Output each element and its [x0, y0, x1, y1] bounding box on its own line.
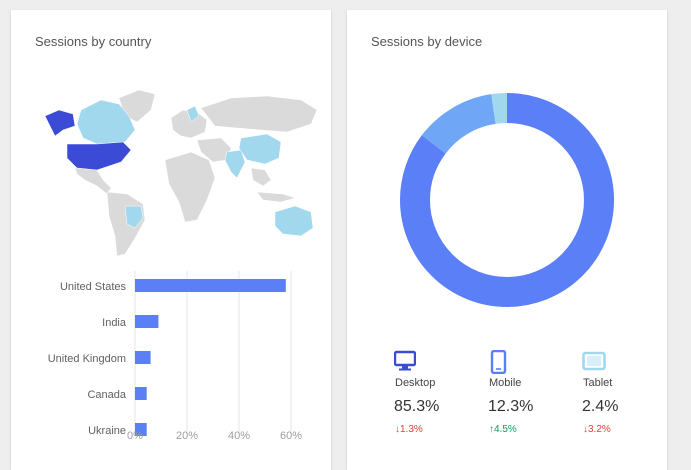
- card-title: Sessions by country: [35, 34, 152, 49]
- sessions-by-device-card: Sessions by device Desktop 85.3% ↓1.3% M…: [347, 10, 667, 470]
- map-region-brazil[interactable]: [124, 205, 144, 229]
- map-region-mexico[interactable]: [74, 167, 112, 195]
- map-region-india[interactable]: [224, 149, 246, 179]
- donut-slice-tablet[interactable]: [400, 93, 614, 307]
- map-region-canada[interactable]: [76, 99, 136, 145]
- device-donut-chart: [400, 93, 614, 307]
- change-value: 1.3%: [400, 424, 423, 435]
- map-region-alaska[interactable]: [44, 109, 76, 137]
- device-percent: 12.3%: [488, 398, 534, 415]
- device-percent: 85.3%: [394, 398, 440, 415]
- mobile-icon: [488, 349, 510, 379]
- bar-united-kingdom[interactable]: [135, 351, 151, 364]
- map-region-africa[interactable]: [164, 151, 216, 223]
- bar-canada[interactable]: [135, 387, 147, 400]
- bar-united-states[interactable]: [135, 279, 286, 292]
- device-change: ↑4.5%: [489, 424, 517, 435]
- x-tick-label: 60%: [280, 430, 302, 442]
- category-label: United States: [60, 281, 127, 293]
- device-name: Tablet: [583, 377, 613, 389]
- map-region-indonesia[interactable]: [256, 191, 296, 203]
- arrow-up-icon: ↑: [489, 424, 494, 435]
- arrow-down-icon: ↓: [583, 424, 588, 435]
- device-name: Mobile: [489, 377, 522, 389]
- map-region-south-america[interactable]: [106, 191, 146, 257]
- card-title: Sessions by device: [371, 34, 483, 49]
- device-percent: 2.4%: [582, 398, 619, 415]
- x-tick-label: 20%: [176, 430, 198, 442]
- device-change: ↓3.2%: [583, 424, 611, 435]
- country-bar-chart: United States India United Kingdom Canada Uk…: [48, 271, 302, 442]
- category-label: United Kingdom: [48, 353, 126, 365]
- category-label: Canada: [87, 389, 126, 401]
- map-region-scandinavia[interactable]: [186, 105, 200, 123]
- map-region-china[interactable]: [238, 133, 282, 165]
- device-name: Desktop: [395, 377, 436, 389]
- change-value: 3.2%: [588, 424, 611, 435]
- tablet-icon: [582, 350, 606, 377]
- bar-ukraine[interactable]: [135, 423, 147, 436]
- change-value: 4.5%: [494, 424, 517, 435]
- world-map[interactable]: [31, 80, 321, 260]
- device-change: ↓1.3%: [395, 424, 423, 435]
- category-label: Ukraine: [88, 425, 126, 437]
- category-label: India: [102, 317, 127, 329]
- map-region-russia[interactable]: [200, 95, 318, 133]
- x-tick-label: 40%: [228, 430, 250, 442]
- desktop-icon: [393, 350, 417, 377]
- bar-india[interactable]: [135, 315, 159, 328]
- x-tick-label: 0%: [127, 430, 143, 442]
- map-region-united-states[interactable]: [66, 141, 132, 171]
- map-region-australia[interactable]: [274, 205, 314, 237]
- arrow-down-icon: ↓: [395, 424, 400, 435]
- sessions-by-country-card: Sessions by country: [11, 10, 331, 470]
- map-region-se-asia[interactable]: [250, 167, 272, 187]
